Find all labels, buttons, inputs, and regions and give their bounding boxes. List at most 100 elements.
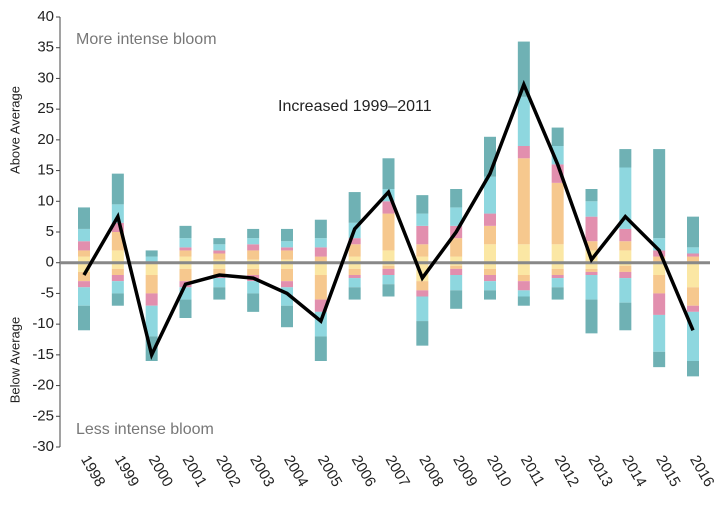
bar-segment [653,262,666,275]
bar-segment [247,268,260,275]
bar-segment [416,195,429,214]
bar-segment [551,127,564,146]
bar-segment [213,268,226,275]
bar-segment [348,278,361,288]
annotation-bottom: Less intense bloom [76,421,214,438]
bar-segment [484,281,496,291]
bar-segment [247,259,260,263]
bar-segment [145,250,158,257]
bar-segment [484,213,496,226]
bar-segment [179,247,192,251]
x-tick-label: 1999 [111,452,142,489]
bar-segment [179,299,192,318]
bar-segment [687,287,699,306]
bar-segment [78,256,90,263]
bar-segment [619,262,632,266]
bar-segment [247,250,260,260]
bar-segment [348,287,361,300]
bar-segment [585,216,598,242]
bar-segment [517,96,530,146]
bar-segment [551,244,564,263]
bar-segment [382,275,395,285]
bar-segment [450,238,463,257]
x-tick-label: 2000 [145,452,176,489]
bar-segment [619,241,632,251]
bar-segment [382,268,395,275]
bar-segment [551,268,564,275]
x-tick-label: 2005 [314,452,345,489]
bar-segment [213,250,226,254]
bar-segment [551,275,564,279]
bar-segment [517,296,530,306]
bar-segment [484,262,496,269]
bar-segment [416,213,429,226]
bar-segment [213,253,226,260]
bar-segment [78,228,90,242]
bar-segment [382,158,395,189]
bar-segment [179,225,192,239]
bar-segment [653,256,666,263]
bar-segment [416,296,429,322]
bar-segment [213,262,226,269]
bar-segment [416,290,429,297]
bar-segment [416,281,429,291]
bar-segment [687,361,699,377]
bar-segment [179,268,192,282]
bar-segment [111,250,124,263]
bar-segment [484,275,496,282]
x-tick-label: 2013 [585,452,616,489]
bar-segment [619,278,632,303]
bar-segment [247,228,260,239]
bar-segment [619,302,632,331]
y-tick-label: 0 [46,254,54,271]
bar-segment [111,173,124,205]
bar-segment [551,278,564,288]
x-tick-label: 2008 [415,452,446,489]
bar-segment [585,262,598,269]
bar-segment [585,275,598,300]
bar-segment [111,275,124,282]
bar-segment [450,262,463,266]
y-tick-label: 5 [46,223,54,240]
bar-segment [484,176,496,214]
y-tick-label: 35 [37,39,54,56]
bar-segment [145,293,158,306]
bar-segment [179,250,192,257]
bar-segment [111,293,124,306]
bar-segment [619,149,632,168]
bar-segment [247,281,260,294]
bar-segment [653,275,666,294]
bar-segment [484,268,496,275]
bar-segment [585,268,598,272]
y-tick-label: 40 [37,8,54,25]
bar-segment [551,182,564,245]
bar-segment [281,281,293,288]
bar-segment [382,250,395,263]
bar-segment [78,250,90,257]
y-tick-label: 20 [37,131,54,148]
bar-segment [450,189,463,208]
bar-segment [314,336,327,361]
bar-segment [78,287,90,306]
bar-segment [687,216,699,248]
x-tick-label: 1998 [77,452,108,489]
bar-segment [653,351,666,368]
y-tick-label: -25 [32,407,54,424]
x-tick-label: 2016 [686,452,717,489]
bar-segment [314,262,327,275]
x-tick-label: 2007 [382,452,413,489]
bar-segment [247,262,260,269]
bar-segment [314,247,327,257]
bar-segment [111,281,124,294]
bar-segment [111,262,124,269]
bar-segment [484,225,496,245]
bar-segment [619,250,632,263]
bar-segment [314,238,327,248]
y-tick-label: 15 [37,162,54,179]
y-tick-label: 25 [37,100,54,117]
bar-segment [416,256,429,263]
bar-segment [450,268,463,275]
bar-segment [179,262,192,269]
x-tick-label: 2011 [517,452,548,488]
